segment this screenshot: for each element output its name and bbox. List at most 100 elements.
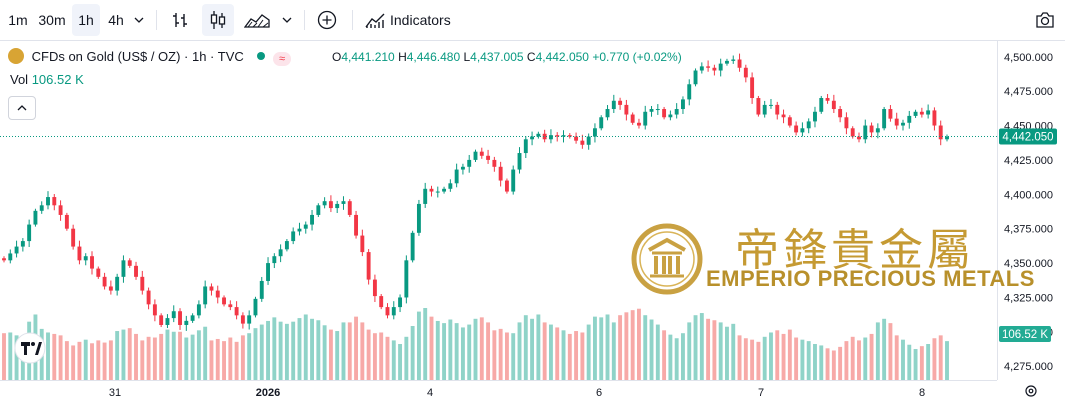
candle-body [649,109,654,112]
candle-body [398,297,403,308]
candle-body [681,99,685,110]
interval-dropdown-icon[interactable] [130,4,148,36]
candle-body [272,256,277,264]
bar-chart-style-icon[interactable] [166,4,194,36]
candle-body [838,109,843,118]
interval-1h[interactable]: 1h [72,4,100,36]
volume-label-badge: 106.52 K [999,326,1051,342]
candle-body [938,125,943,140]
candle-body [240,315,245,324]
candle-body [907,115,912,123]
time-scale: 31 2026 4 6 7 8 [109,387,925,399]
candle-body [819,98,824,112]
candle-body [699,66,704,71]
volume-bar [140,340,145,380]
price-label-badge: 4,442.050 [999,128,1057,145]
candle-body [27,224,32,242]
camera-icon[interactable] [1030,4,1060,36]
volume-bar [8,332,13,380]
interval-4h[interactable]: 4h [108,12,124,28]
candle-body [297,228,302,232]
volume-bar [932,338,937,380]
candle-body [442,188,447,192]
volume-bar [580,332,585,380]
candle-body [693,70,698,85]
volume-bar [209,340,214,380]
candle-body [706,66,711,68]
candle-body [844,117,849,129]
candle-body [360,235,365,253]
chart-style-dropdown-icon[interactable] [278,4,296,36]
volume-legend: Vol 106.52 K [10,72,84,87]
candle-body [662,109,667,118]
volume-bar [473,318,478,380]
candle-body [486,155,491,160]
candle-body [247,315,252,324]
candle-body [536,133,541,137]
interval-30m[interactable]: 30m [38,12,66,28]
volume-bar [706,318,711,380]
indicators-button[interactable]: Indicators [390,12,451,28]
symbol-title[interactable]: CFDs on Gold (US$ / OZ) · 1h · TVC [31,49,244,64]
candle-body [410,232,415,261]
candle-body [184,320,189,325]
candle-body [140,276,145,291]
candle-body [555,135,560,137]
volume-bar [429,316,434,380]
candle-body [102,276,107,287]
candle-body [655,109,660,111]
volume-bar [693,315,698,380]
volume-bar [159,333,164,380]
candle-body [416,203,421,233]
candle-body [134,265,138,277]
price-tick-label: 4,500.000 [1004,52,1053,64]
candle-body [322,201,327,206]
candle-body [8,253,13,261]
volume-bar [328,329,333,380]
volume-bar [190,334,195,380]
volume-bar [806,341,811,380]
volume-bar [259,324,264,380]
candle-body [775,104,780,115]
candle-body [467,159,472,167]
volume-bar [655,324,660,380]
candle-body [687,84,692,100]
candle-body [385,307,390,316]
candle-body [108,286,113,291]
candle-body [196,304,201,316]
interval-1m[interactable]: 1m [8,12,28,28]
volume-bar [530,318,535,380]
candle-body [530,136,535,140]
volume-bar [649,319,654,380]
volume-bar [127,328,132,380]
candle-body [52,197,57,206]
volume-bar [398,344,403,380]
candle-body [769,104,773,106]
candle-body [96,268,101,277]
compare-add-icon[interactable] [312,4,342,36]
candle-body [372,279,377,297]
candle-body [310,214,314,225]
price-tick-label: 4,375.000 [1004,224,1053,236]
volume-bar [52,333,57,380]
ohlc-values: O4,441.210 H4,446.480 L4,437.005 C4,442.… [332,50,682,64]
candle-body [423,188,428,204]
volume-bar [46,332,50,380]
volume-bar [134,333,138,380]
candles-chart-style-icon[interactable] [202,4,234,36]
volume-bar [725,326,729,380]
price-tick-label: 4,350.000 [1004,258,1053,270]
candle-body [756,98,761,115]
volume-bar [901,339,905,380]
area-chart-style-icon[interactable] [240,4,274,36]
candle-body [379,296,384,308]
candle-body [171,311,176,319]
volume-bar [291,321,296,380]
candle-body [875,128,880,133]
indicators-icon[interactable] [362,4,388,36]
volume-bar [819,345,824,380]
volume-bar [919,346,924,380]
collapse-legend-button[interactable] [8,96,36,120]
volume-bar [769,332,773,380]
